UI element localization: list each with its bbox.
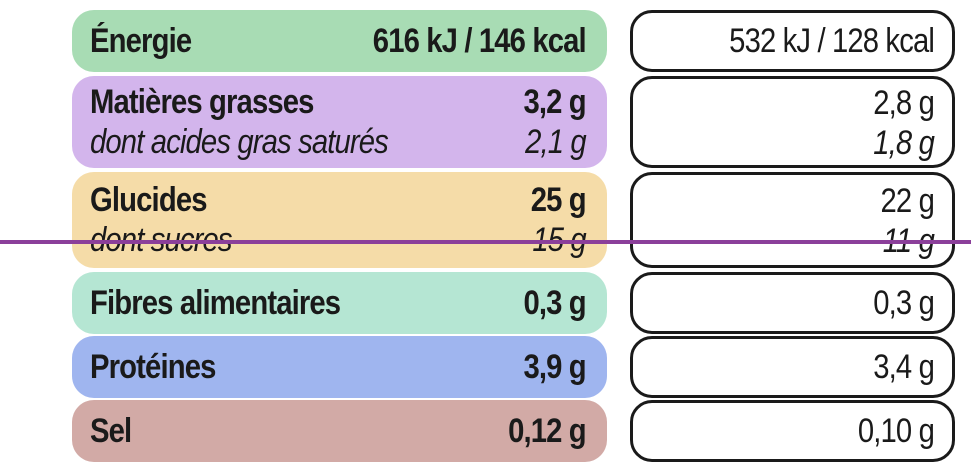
fat-cell: Matières grasses 3,2 g dont acides gras … (72, 76, 607, 168)
fibre-value: 0,3 g (523, 283, 586, 322)
fibre-label: Fibres alimentaires (90, 283, 341, 322)
fat-label: Matières grasses (90, 82, 314, 121)
saturated-fat-line: dont acides gras saturés 2,1 g (90, 122, 587, 162)
salt-cell: Sel 0,12 g (72, 400, 607, 462)
salt-label: Sel (90, 411, 132, 450)
saturated-fat-label: dont acides gras saturés (90, 122, 389, 161)
saturated-fat-right-value: 1,8 g (873, 124, 935, 162)
energy-cell: Énergie 616 kJ / 146 kcal (72, 10, 607, 72)
carbs-right-value: 22 g (880, 182, 935, 220)
energy-right-value: 532 kJ / 128 kcal (729, 22, 935, 60)
salt-right-value: 0,10 g (857, 412, 935, 450)
protein-line: Protéines 3,9 g (90, 336, 587, 398)
fibre-line: Fibres alimentaires 0,3 g (90, 272, 587, 334)
fibre-value-box: 0,3 g (630, 272, 955, 334)
protein-value-box: 3,4 g (630, 336, 955, 398)
energy-label: Énergie (90, 21, 192, 60)
protein-label: Protéines (90, 347, 216, 386)
fibre-cell: Fibres alimentaires 0,3 g (72, 272, 607, 334)
protein-right-value: 3,4 g (873, 348, 935, 386)
carbs-value-box: 22 g 11 g (630, 172, 955, 268)
salt-value: 0,12 g (508, 411, 587, 450)
carbs-line: Glucides 25 g (90, 180, 587, 220)
saturated-fat-value: 2,1 g (525, 122, 587, 161)
carbs-label: Glucides (90, 180, 207, 219)
energy-line: Énergie 616 kJ / 146 kcal (90, 10, 587, 72)
fat-value-box: 2,8 g 1,8 g (630, 76, 955, 168)
fat-right-value: 2,8 g (873, 84, 935, 122)
purple-rule (0, 240, 971, 244)
salt-value-box: 0,10 g (630, 400, 955, 462)
energy-value: 616 kJ / 146 kcal (372, 21, 587, 60)
fat-value: 3,2 g (523, 82, 586, 121)
carbs-value: 25 g (530, 180, 587, 219)
fibre-right-value: 0,3 g (873, 284, 935, 322)
sugars-label: dont sucres (90, 220, 233, 259)
fat-line: Matières grasses 3,2 g (90, 82, 587, 122)
energy-value-box: 532 kJ / 128 kcal (630, 10, 955, 72)
sugars-value: 15 g (532, 220, 586, 259)
protein-value: 3,9 g (523, 347, 586, 386)
salt-line: Sel 0,12 g (90, 400, 587, 462)
carbs-cell: Glucides 25 g dont sucres 15 g (72, 172, 607, 268)
sugars-line: dont sucres 15 g (90, 220, 587, 260)
protein-cell: Protéines 3,9 g (72, 336, 607, 398)
